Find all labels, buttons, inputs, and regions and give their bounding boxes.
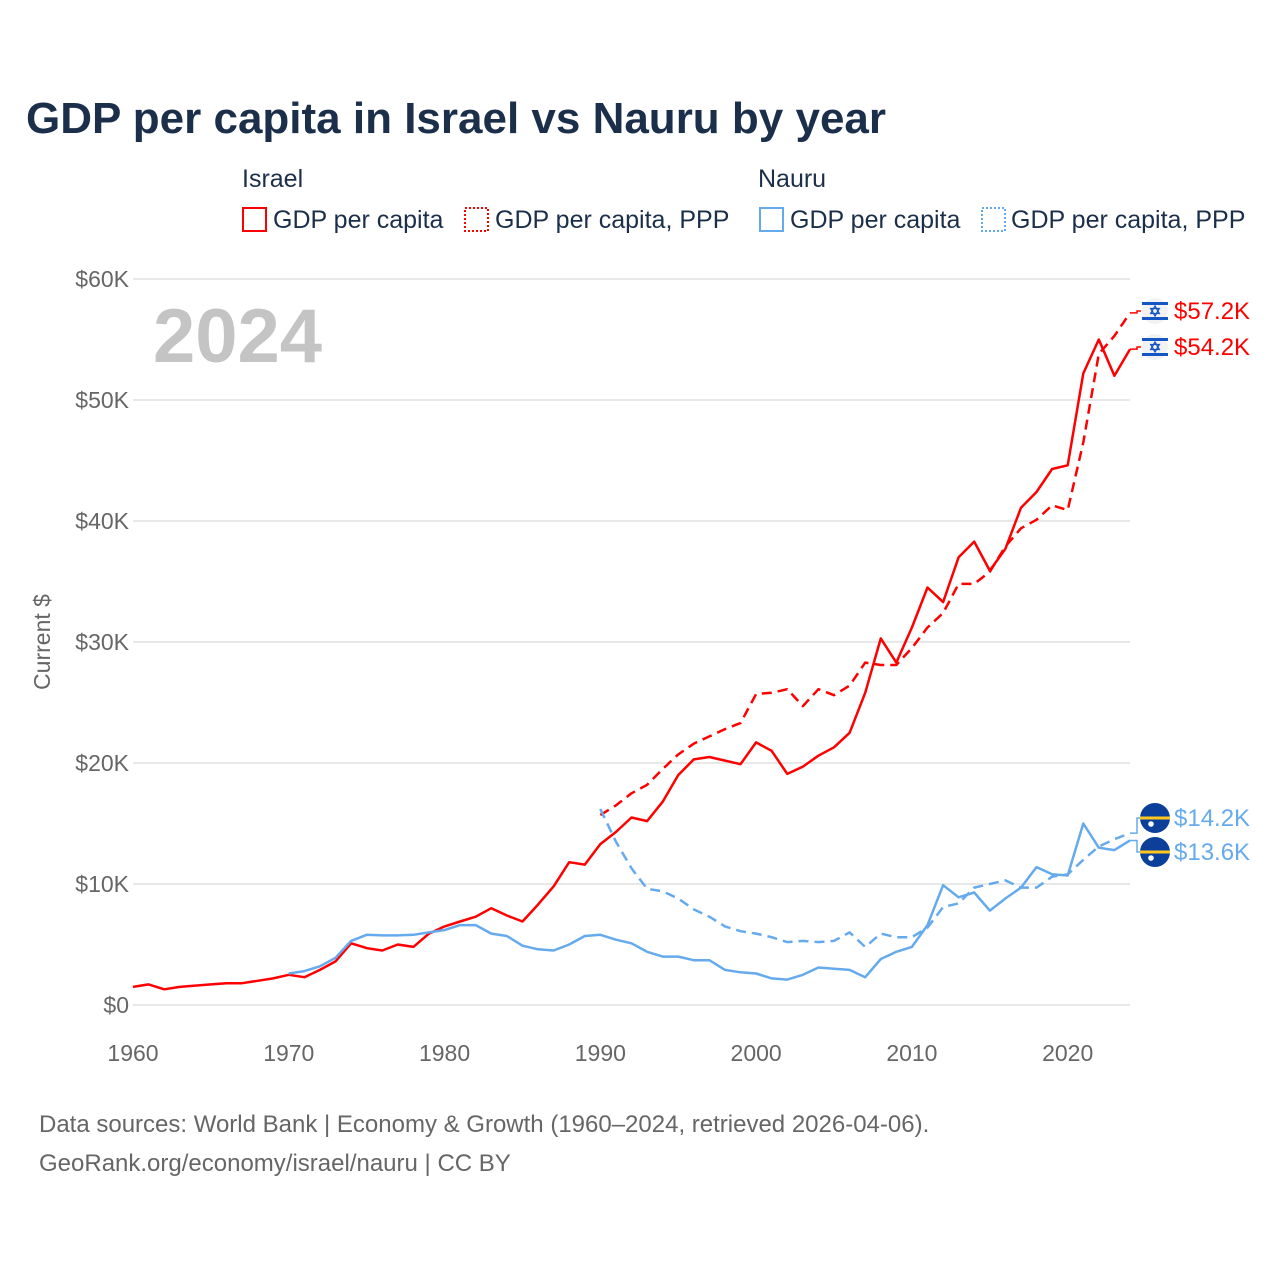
end-value-label: $13.6K [1174,839,1250,866]
legend-item-israel-gdp[interactable]: GDP per capita [273,206,444,234]
legend-group-israel: Israel [242,165,303,193]
end-label: $54.2K [1130,334,1250,361]
x-tick-label: 2010 [886,1040,937,1066]
legend-swatch-israel-ppp [464,207,489,232]
end-label: $13.6K [1130,837,1250,867]
end-label: $57.2K [1130,298,1250,325]
series-line-nauru-gdp-per-capita [288,822,1131,981]
label-connector [1130,346,1141,350]
x-tick-label: 2000 [731,1040,782,1066]
y-axis-label: Current $ [29,594,55,690]
y-tick-label: $20K [75,750,129,776]
source-line-1: Data sources: World Bank | Economy & Gro… [39,1111,929,1138]
x-tick-label: 1960 [107,1040,158,1066]
chart-title: GDP per capita in Israel vs Nauru by yea… [26,94,886,143]
legend-swatch-nauru-gdp [759,207,784,232]
x-tick-label: 1970 [263,1040,314,1066]
legend-swatch-israel-gdp [242,207,267,232]
year-watermark: 2024 [153,294,322,379]
nauru-flag-icon [1140,803,1170,833]
y-tick-label: $10K [75,871,129,897]
label-connector [1130,817,1141,834]
end-labels: $54.2K $57.2K $13.6K $14.2K [1130,298,1250,867]
series-line-nauru-gdp-per-capita-ppp [599,808,1131,949]
series-line-israel-gdp-per-capita-ppp [599,312,1132,817]
legend-item-nauru-ppp[interactable]: GDP per capita, PPP [1011,206,1245,234]
grid [133,278,1130,1006]
legend-item-israel-ppp[interactable]: GDP per capita, PPP [495,206,729,234]
label-connector [1130,310,1141,314]
x-axis: 1960 1970 1980 1990 2000 2010 2020 [107,1040,1093,1066]
end-label: $14.2K [1130,803,1250,834]
israel-flag-icon [1142,334,1168,360]
x-tick-label: 1990 [575,1040,626,1066]
series-line-israel-gdp-per-capita [132,338,1132,991]
legend-item-nauru-gdp[interactable]: GDP per capita [790,206,961,234]
nauru-flag-icon [1140,837,1170,867]
x-tick-label: 2020 [1042,1040,1093,1066]
y-axis: $0 $10K $20K $30K $40K $50K $60K [75,266,129,1018]
y-tick-label: $60K [75,266,129,292]
label-connector [1130,839,1141,853]
legend-swatch-nauru-ppp [981,207,1006,232]
x-tick-label: 1980 [419,1040,470,1066]
y-tick-label: $40K [75,508,129,534]
end-value-label: $14.2K [1174,805,1250,832]
end-value-label: $57.2K [1174,298,1250,325]
israel-flag-icon [1142,298,1168,324]
y-tick-label: $50K [75,387,129,413]
legend: Israel GDP per capita GDP per capita, PP… [242,165,1245,234]
y-tick-label: $0 [103,992,129,1018]
source-line-2[interactable]: GeoRank.org/economy/israel/nauru | CC BY [39,1150,511,1177]
series-lines [132,312,1132,991]
end-value-label: $54.2K [1174,334,1250,361]
legend-group-nauru: Nauru [758,165,826,193]
y-tick-label: $30K [75,629,129,655]
